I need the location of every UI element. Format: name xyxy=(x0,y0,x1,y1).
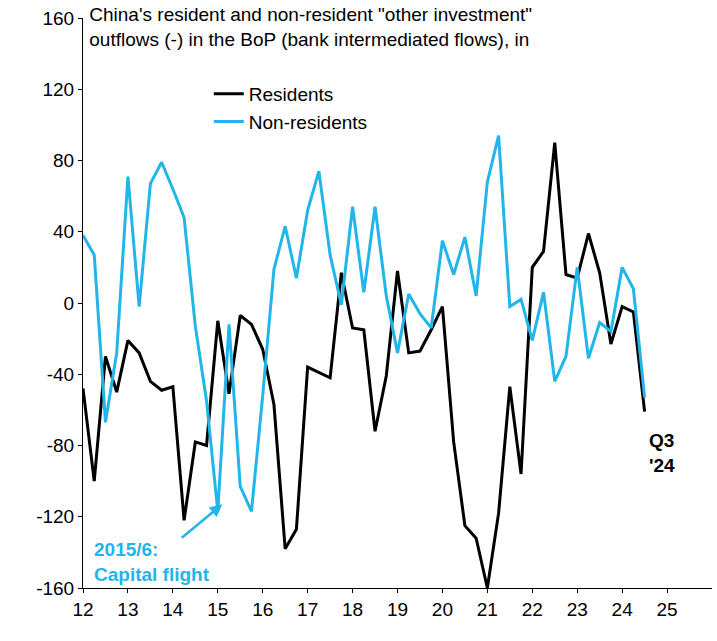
svg-text:China's resident and non-resid: China's resident and non-resident "other… xyxy=(89,4,532,50)
svg-text:21: 21 xyxy=(477,599,498,620)
svg-text:2015/6:Capital flight: 2015/6:Capital flight xyxy=(94,539,210,585)
svg-text:15: 15 xyxy=(207,599,228,620)
svg-text:17: 17 xyxy=(297,599,318,620)
svg-text:-80: -80 xyxy=(47,435,74,456)
svg-text:23: 23 xyxy=(567,599,588,620)
svg-text:-120: -120 xyxy=(36,506,74,527)
svg-text:-160: -160 xyxy=(36,578,74,599)
svg-text:Residents: Residents xyxy=(249,84,333,105)
svg-text:18: 18 xyxy=(342,599,363,620)
svg-text:22: 22 xyxy=(522,599,543,620)
svg-text:19: 19 xyxy=(387,599,408,620)
svg-text:0: 0 xyxy=(64,293,75,314)
svg-text:40: 40 xyxy=(53,221,74,242)
svg-text:24: 24 xyxy=(612,599,634,620)
svg-text:Q3'24: Q3'24 xyxy=(649,430,675,476)
svg-text:25: 25 xyxy=(656,599,677,620)
svg-text:20: 20 xyxy=(432,599,453,620)
svg-text:160: 160 xyxy=(42,8,74,29)
svg-text:80: 80 xyxy=(53,150,74,171)
svg-text:120: 120 xyxy=(42,79,74,100)
svg-text:12: 12 xyxy=(72,599,93,620)
svg-text:-40: -40 xyxy=(47,364,74,385)
svg-text:13: 13 xyxy=(117,599,138,620)
svg-text:16: 16 xyxy=(252,599,273,620)
svg-text:Non-residents: Non-residents xyxy=(249,112,367,133)
svg-text:14: 14 xyxy=(162,599,184,620)
